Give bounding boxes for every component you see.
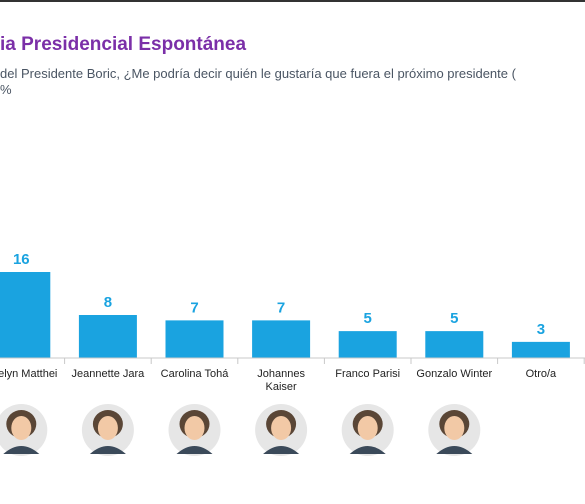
- category-label: Johannes: [257, 368, 305, 380]
- category-label: Jeannette Jara: [72, 368, 146, 380]
- bar-value-label: 5: [364, 310, 372, 327]
- chart-subtitle: del Presidente Boric, ¿Me podría decir q…: [0, 66, 516, 98]
- value-labels: 16 8 7 7 5 5 3: [13, 251, 545, 338]
- photo-shoulders: [89, 446, 126, 454]
- photo-shoulders: [176, 446, 213, 454]
- photo-face: [271, 416, 292, 440]
- category-label: Franco Parisi: [335, 368, 400, 380]
- bar: [425, 331, 484, 358]
- photo-shoulders: [3, 446, 40, 454]
- bar-value-label: 16: [13, 251, 30, 268]
- candidate-photo: [168, 404, 221, 456]
- photo-face: [11, 416, 32, 440]
- photo-shoulders: [263, 446, 300, 454]
- bar-value-label: 5: [450, 310, 458, 327]
- candidate-photo: [81, 404, 134, 456]
- bar: [252, 320, 311, 358]
- chart-title: ia Presidencial Espontánea: [0, 34, 247, 55]
- bar: [338, 331, 397, 358]
- candidate-photo: [341, 404, 394, 456]
- subtitle-line-2: %: [0, 82, 12, 97]
- top-divider: [0, 0, 585, 2]
- candidate-photo: [0, 404, 48, 456]
- bar-value-label: 7: [277, 299, 285, 316]
- x-axis-ticks: [64, 358, 585, 364]
- category-label: Gonzalo Winter: [416, 368, 492, 380]
- candidate-photo: [428, 404, 481, 456]
- bar-value-label: 8: [104, 294, 112, 311]
- photo-face: [184, 416, 205, 440]
- candidate-photo: [255, 404, 308, 456]
- subtitle-line-1: del Presidente Boric, ¿Me podría decir q…: [0, 66, 516, 81]
- category-label: Carolina Tohá: [161, 368, 230, 380]
- photo-face: [357, 416, 378, 440]
- x-axis-labels: Evelyn Matthei Jeannette Jara Carolina Toh…: [0, 368, 557, 393]
- photo-shoulders: [436, 446, 473, 454]
- bar: [0, 272, 51, 358]
- category-label: Otro/a: [526, 368, 557, 380]
- bar: [165, 320, 224, 358]
- bar-value-label: 7: [190, 299, 198, 316]
- photo-face: [97, 416, 118, 440]
- photo-face: [444, 416, 465, 440]
- bar-value-label: 3: [537, 321, 545, 338]
- category-label: Evelyn Matthei: [0, 368, 57, 380]
- avatar-row: [0, 404, 481, 456]
- bar: [511, 341, 570, 358]
- photo-shoulders: [349, 446, 386, 454]
- bar-series: [0, 272, 570, 358]
- bar: [78, 315, 137, 358]
- category-label: Kaiser: [266, 381, 298, 393]
